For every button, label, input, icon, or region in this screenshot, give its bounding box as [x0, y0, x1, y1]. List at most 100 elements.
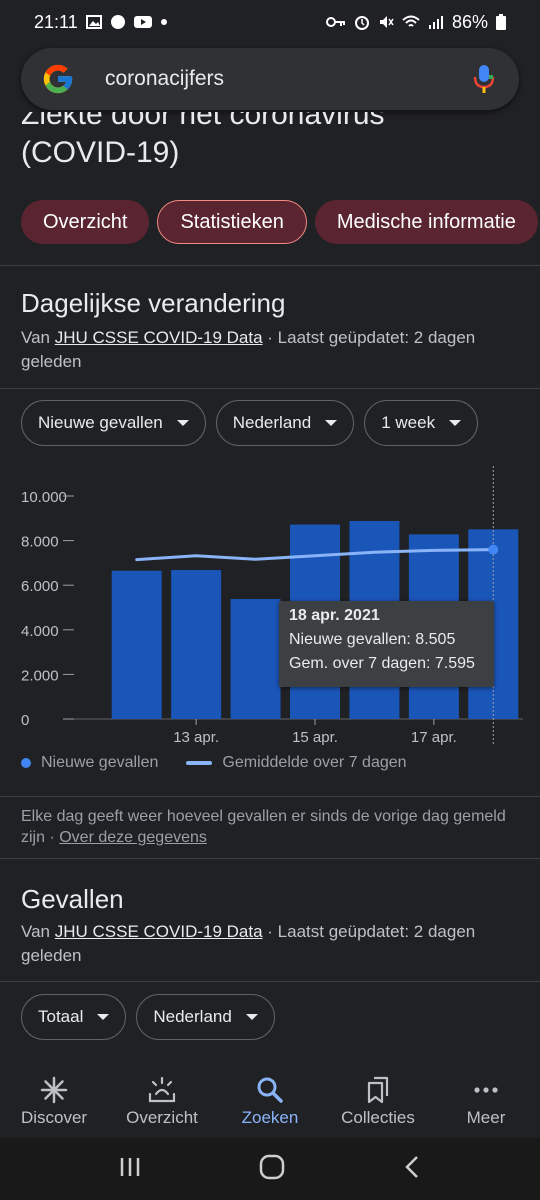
tooltip-new-cases: Nieuwe gevallen: 8.505 — [289, 631, 456, 648]
asterisk-icon — [39, 1076, 69, 1104]
cases-region-dropdown-label: Nederland — [153, 1007, 232, 1026]
bar-13-apr- — [171, 570, 222, 719]
status-bar: 21:11 86% — [0, 0, 540, 44]
search-bar[interactable]: coronacijfers — [21, 48, 519, 110]
nav-collecties[interactable]: Collecties — [328, 1076, 428, 1128]
source-link[interactable]: JHU CSSE COVID-19 Data — [54, 922, 263, 941]
legend-line-icon — [186, 761, 213, 765]
legend-average: Gemiddelde over 7 dagen — [222, 754, 407, 771]
cases-source: Van JHU CSSE COVID-19 Data · Laatst geüp… — [21, 920, 511, 968]
x-tick-label: 13 apr. — [173, 729, 219, 746]
microphone-icon[interactable] — [473, 63, 495, 95]
y-tick-label: 4.000 — [21, 623, 59, 640]
battery-icon — [496, 14, 506, 30]
y-tick-label: 6.000 — [21, 578, 59, 595]
tooltip-date: 18 apr. 2021 — [289, 607, 380, 624]
source-prefix: Van — [21, 922, 55, 941]
region-dropdown[interactable]: Nederland — [215, 400, 355, 446]
about-data-link[interactable]: Over deze gegevens — [59, 829, 207, 846]
cases-filters: Totaal Nederland — [21, 994, 275, 1040]
source-prefix: Van — [21, 328, 55, 347]
legend-dot-icon — [21, 758, 31, 768]
metric-dropdown[interactable]: Nieuwe gevallen — [21, 400, 206, 446]
nav-meer[interactable]: Meer — [436, 1076, 536, 1128]
total-dropdown[interactable]: Totaal — [21, 994, 127, 1040]
status-time: 21:11 — [34, 11, 78, 32]
caret-down-icon — [176, 420, 189, 426]
alarm-icon — [354, 14, 370, 30]
more-icon — [471, 1076, 501, 1104]
note-separator: · — [45, 829, 60, 846]
gallery-icon — [85, 15, 102, 29]
key-icon — [325, 16, 346, 28]
tooltip-average: Gem. over 7 dagen: 7.595 — [289, 655, 475, 672]
data-note: Elke dag geeft weer hoeveel gevallen er … — [21, 806, 521, 848]
home-icon[interactable] — [259, 1154, 285, 1185]
nav-zoeken[interactable]: Zoeken — [220, 1076, 320, 1128]
chart-tooltip: 18 apr. 2021 Nieuwe gevallen: 8.505 Gem.… — [279, 601, 494, 687]
x-tick-label: 17 apr. — [411, 729, 457, 746]
nav-zoeken-label: Zoeken — [241, 1108, 299, 1127]
page-title: Ziekte door het coronavirus (COVID-19) — [0, 112, 540, 194]
nav-overzicht[interactable]: Overzicht — [112, 1076, 212, 1128]
bottom-navigation: Discover Overzicht Zoeken Collecties Mee… — [0, 1062, 540, 1138]
divider — [0, 388, 540, 389]
y-tick-label: 0 — [21, 712, 29, 729]
x-tick-label: 15 apr. — [292, 729, 338, 746]
app-icon — [110, 14, 126, 30]
nav-meer-label: Meer — [466, 1108, 506, 1127]
nav-overzicht-label: Overzicht — [126, 1108, 198, 1127]
search-icon — [255, 1076, 285, 1104]
page-title-line1: Ziekte door het coronavirus — [21, 112, 385, 131]
y-tick-label: 8.000 — [21, 534, 59, 551]
daily-change-title: Dagelijkse verandering — [21, 288, 286, 318]
nav-discover[interactable]: Discover — [4, 1076, 104, 1128]
legend-new-cases: Nieuwe gevallen — [41, 754, 159, 771]
divider — [0, 858, 540, 859]
region-dropdown-label: Nederland — [232, 413, 312, 432]
sunrise-icon — [147, 1076, 177, 1104]
daily-source: Van JHU CSSE COVID-19 Data · Laatst geüp… — [21, 326, 511, 374]
daily-filters: Nieuwe gevallen Nederland 1 week — [21, 400, 479, 446]
source-suffix: · Laatst geüpdatet: 2 dagen geleden — [21, 922, 476, 965]
tab-medische-informatie[interactable]: Medische informatie — [314, 200, 538, 244]
bar-14-apr- — [230, 599, 281, 719]
search-query[interactable]: coronacijfers — [105, 67, 225, 90]
mute-icon — [378, 14, 394, 30]
caret-down-icon — [245, 1014, 258, 1020]
y-tick-label: 2.000 — [21, 667, 59, 684]
topic-tabs: Overzicht Statistieken Medische informat… — [21, 200, 538, 244]
bar-12-apr- — [111, 570, 162, 719]
recent-apps-icon[interactable] — [118, 1155, 142, 1184]
signal-icon — [428, 15, 444, 29]
y-tick-label: 10.000 — [21, 489, 67, 506]
total-dropdown-label: Totaal — [38, 1007, 84, 1026]
cases-title: Gevallen — [21, 884, 124, 914]
wifi-icon — [402, 15, 420, 29]
nav-collecties-label: Collecties — [341, 1108, 415, 1127]
tab-statistieken[interactable]: Statistieken — [157, 200, 307, 244]
battery-percent: 86% — [451, 11, 488, 32]
source-link[interactable]: JHU CSSE COVID-19 Data — [54, 328, 263, 347]
note-text: Elke dag geeft weer hoeveel gevallen er … — [21, 808, 506, 846]
back-icon[interactable] — [402, 1155, 422, 1184]
caret-down-icon — [449, 420, 462, 426]
source-suffix: · Laatst geüpdatet: 2 dagen geleden — [21, 328, 476, 371]
metric-dropdown-label: Nieuwe gevallen — [38, 413, 163, 432]
system-navigation — [0, 1138, 540, 1200]
collections-icon — [363, 1076, 393, 1104]
divider — [0, 981, 540, 982]
tab-overzicht[interactable]: Overzicht — [21, 200, 150, 244]
caret-down-icon — [325, 420, 338, 426]
average-line — [135, 548, 495, 562]
period-dropdown[interactable]: 1 week — [364, 400, 479, 446]
selected-point — [488, 544, 499, 555]
nav-discover-label: Discover — [20, 1108, 88, 1127]
cases-region-dropdown[interactable]: Nederland — [136, 994, 275, 1040]
caret-down-icon — [97, 1014, 110, 1020]
notification-dot-icon — [160, 18, 168, 26]
divider — [0, 265, 540, 266]
google-logo-icon — [43, 64, 73, 94]
period-dropdown-label: 1 week — [381, 413, 436, 432]
divider — [0, 796, 540, 797]
